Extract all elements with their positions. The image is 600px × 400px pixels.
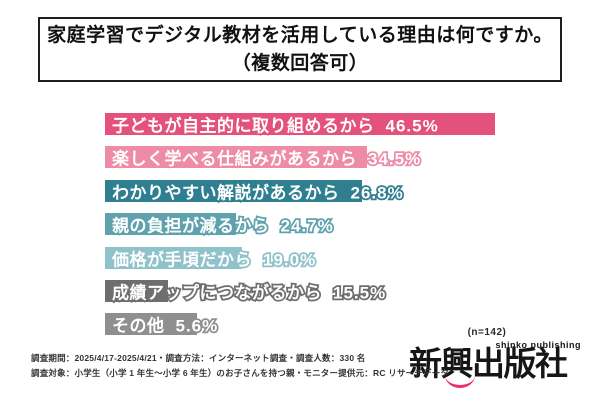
bar-fill (105, 313, 197, 336)
bar-label: 成績アップにつながるから (110, 282, 323, 305)
bar-fill (105, 113, 495, 135)
bar-row: 親の負担が減るから 24.7% (105, 213, 585, 238)
bar-value: 5.6% (174, 315, 219, 338)
chart-title-line1: 家庭学習でデジタル教材を活用している理由は何ですか。 (47, 24, 553, 46)
bar-chart: 子どもが自主的に取り組めるから 46.5% 楽しく学べる仕組みがあるから 34.5%… (105, 113, 585, 347)
bar-row: 成績アップにつながるから 15.5% (105, 279, 585, 305)
publisher-logo: 新興出版社 shinko publishing (409, 340, 584, 388)
bar-label: その他 (110, 315, 165, 338)
bar-label: 子どもが自主的に取り組めるから (110, 115, 375, 138)
bar-value: 26.8% (349, 182, 405, 205)
bar-value: 46.5% (384, 115, 440, 138)
bar-row: 子どもが自主的に取り組めるから 46.5% (105, 113, 585, 138)
bar-value: 34.5% (366, 148, 422, 171)
bar-label: わかりやすい解説があるから (110, 182, 340, 205)
title-box: 家庭学習でデジタル教材を活用している理由は何ですか。 （複数回答可） (38, 17, 562, 82)
bar-label: 親の負担が減るから (110, 215, 270, 238)
bar-value: 24.7% (279, 215, 335, 238)
bar-value: 19.0% (261, 248, 317, 271)
bar-label: 価格が手頃だから (110, 248, 253, 271)
bar-row: 楽しく学べる仕組みがあるから 34.5% (105, 146, 585, 171)
bar-fill (105, 246, 242, 269)
bar-value: 15.5% (331, 282, 387, 305)
bar-row: 価格が手頃だから 19.0% (105, 246, 585, 271)
bar-fill (105, 146, 367, 169)
logo-smile-icon (445, 374, 475, 388)
bar-label: 楽しく学べる仕組みがあるから (110, 148, 358, 171)
chart-title-line2: （複数回答可） (231, 52, 369, 74)
logo-tagline: shinko publishing (495, 340, 581, 350)
sample-size-label: (n=142) (467, 327, 507, 338)
survey-footnotes: 調査期間：2025/4/17-2025/4/21・調査方法：インターネット調査・… (31, 351, 449, 381)
bar-fill (105, 213, 236, 236)
bar-fill (105, 279, 168, 302)
footnote-line2: 調査対象：小学生（小学 1 年生～小学 6 年生）のお子さんを持つ親・モニター提… (31, 368, 450, 378)
logo-wordmark: 新興出版社 (409, 345, 568, 382)
footnote-line1: 調査期間：2025/4/17-2025/4/21・調査方法：インターネット調査・… (31, 353, 366, 363)
bar-fill (105, 179, 362, 202)
bar-row: わかりやすい解説があるから 26.8% (105, 179, 585, 205)
bar-row: その他 5.6% (105, 313, 585, 338)
